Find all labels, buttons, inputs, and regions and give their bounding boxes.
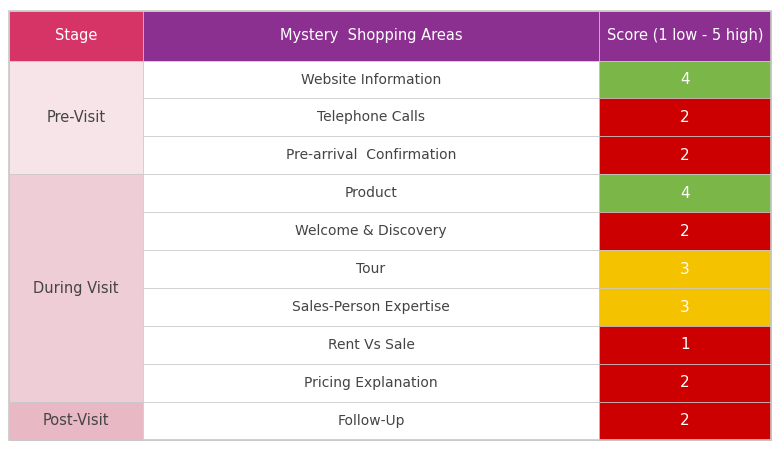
Text: 3: 3 — [680, 262, 690, 276]
Text: Product: Product — [345, 186, 397, 200]
Text: 4: 4 — [680, 186, 690, 201]
Text: Rent Vs Sale: Rent Vs Sale — [328, 338, 414, 352]
Bar — [143, 98, 599, 136]
Text: 2: 2 — [680, 413, 690, 428]
Text: 3: 3 — [680, 299, 690, 314]
Text: Welcome & Discovery: Welcome & Discovery — [295, 224, 447, 238]
Text: Telephone Calls: Telephone Calls — [317, 110, 425, 124]
Bar — [599, 288, 771, 326]
Text: Mystery  Shopping Areas: Mystery Shopping Areas — [280, 28, 463, 43]
Bar — [599, 402, 771, 440]
Bar — [599, 326, 771, 364]
Text: 2: 2 — [680, 148, 690, 163]
Bar — [599, 364, 771, 402]
Text: Tour: Tour — [356, 262, 385, 276]
Bar — [9, 11, 143, 60]
Bar — [599, 136, 771, 174]
Text: Sales-Person Expertise: Sales-Person Expertise — [292, 300, 450, 314]
Text: 4: 4 — [680, 72, 690, 87]
Bar — [9, 60, 143, 174]
Bar — [143, 212, 599, 250]
Bar — [599, 250, 771, 288]
Text: During Visit: During Visit — [34, 281, 119, 295]
Text: Follow-Up: Follow-Up — [337, 414, 405, 428]
Bar — [143, 364, 599, 402]
Text: Website Information: Website Information — [301, 73, 441, 87]
Bar — [143, 288, 599, 326]
Bar — [143, 60, 599, 98]
Text: Stage: Stage — [55, 28, 98, 43]
Bar — [599, 60, 771, 98]
Text: 1: 1 — [680, 337, 690, 352]
Bar — [143, 326, 599, 364]
Bar — [599, 212, 771, 250]
Text: 2: 2 — [680, 224, 690, 239]
Bar — [9, 174, 143, 402]
Text: 2: 2 — [680, 375, 690, 391]
Text: Post-Visit: Post-Visit — [43, 413, 109, 428]
Text: Pre-arrival  Confirmation: Pre-arrival Confirmation — [285, 148, 456, 162]
Text: Pricing Explanation: Pricing Explanation — [304, 376, 438, 390]
Bar — [143, 402, 599, 440]
Bar — [599, 98, 771, 136]
Bar — [143, 11, 599, 60]
Text: Score (1 low - 5 high): Score (1 low - 5 high) — [607, 28, 764, 43]
Bar — [599, 174, 771, 212]
Text: Pre-Visit: Pre-Visit — [46, 110, 105, 125]
Text: 2: 2 — [680, 110, 690, 125]
Bar — [143, 174, 599, 212]
Bar — [143, 136, 599, 174]
Bar — [143, 250, 599, 288]
Bar — [9, 402, 143, 440]
Bar — [599, 11, 771, 60]
